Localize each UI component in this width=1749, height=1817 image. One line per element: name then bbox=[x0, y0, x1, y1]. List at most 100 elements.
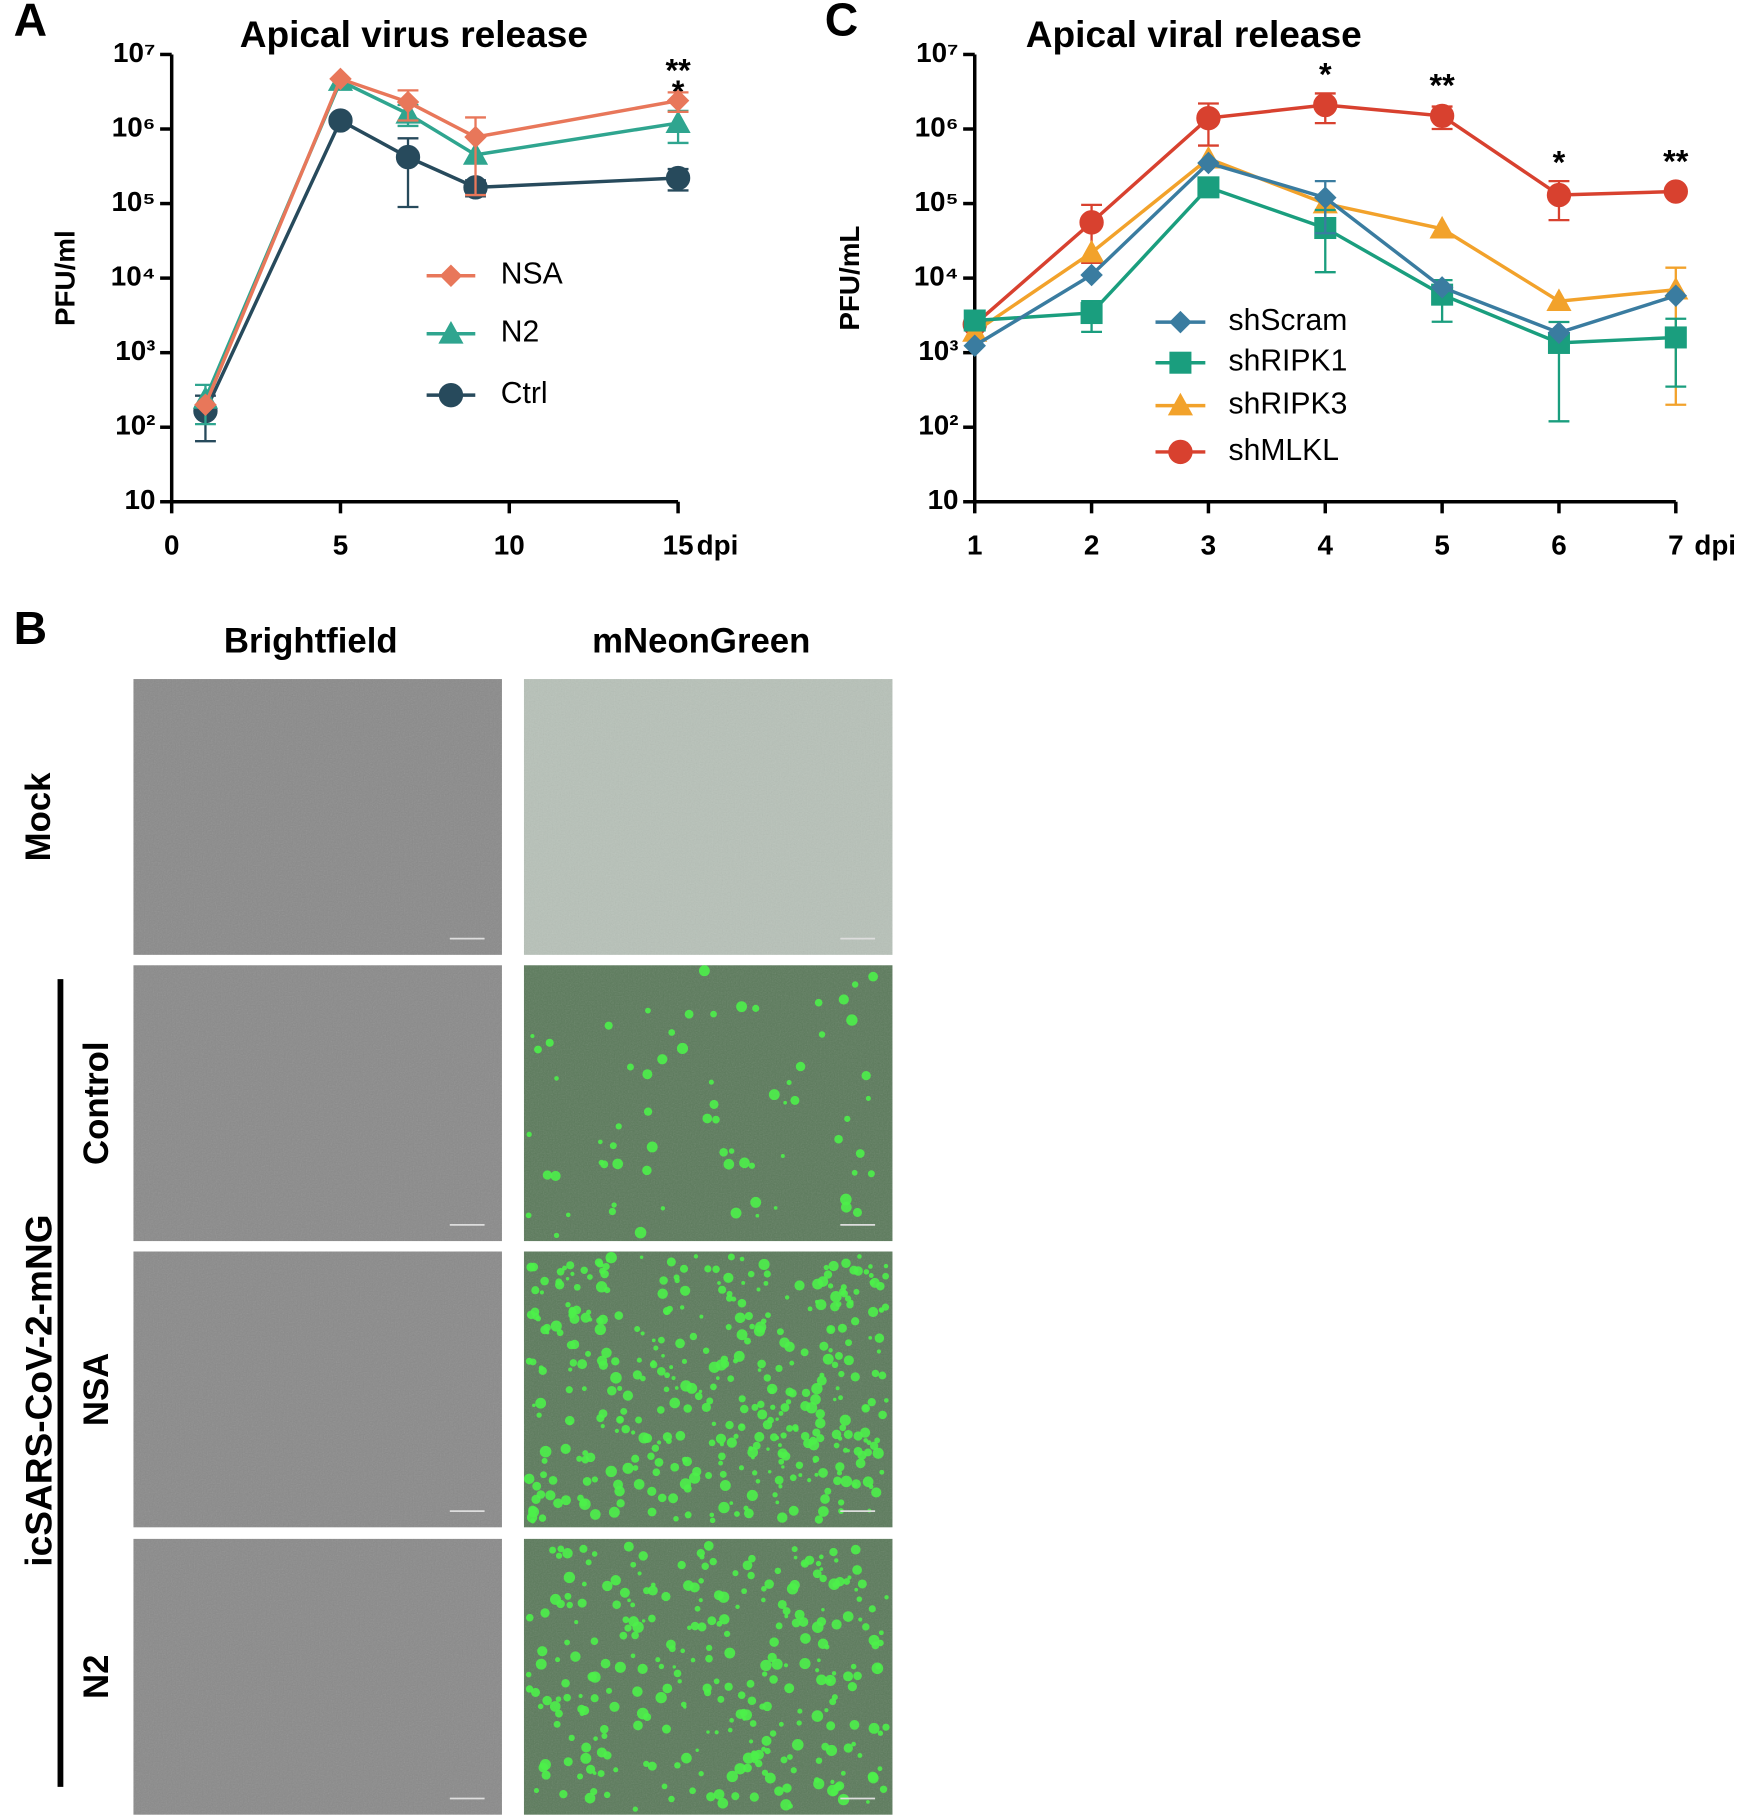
fluorescent-cell bbox=[698, 965, 710, 977]
fluorescent-cell bbox=[655, 1691, 667, 1704]
fluorescent-cell bbox=[758, 1258, 770, 1271]
marker bbox=[1079, 210, 1104, 235]
y-tick-label: 10² bbox=[115, 410, 155, 441]
fluorescent-cell bbox=[798, 1617, 809, 1627]
fluorescent-cell bbox=[861, 1070, 871, 1081]
fluorescent-cell bbox=[562, 1265, 567, 1271]
fluorescent-cell bbox=[787, 1754, 793, 1760]
marker bbox=[1197, 151, 1220, 175]
fluorescent-cell bbox=[715, 1433, 727, 1444]
fluorescent-cell bbox=[724, 1647, 736, 1659]
fluorescent-cell bbox=[525, 1212, 532, 1219]
fluorescent-cell bbox=[719, 1480, 731, 1491]
fluorescent-cell bbox=[590, 1788, 598, 1796]
fluorescent-cell bbox=[591, 1476, 599, 1483]
fluorescent-cell bbox=[574, 1620, 579, 1625]
image-texture bbox=[133, 965, 502, 1242]
fluorescent-cell bbox=[862, 1476, 874, 1488]
fluorescent-cell bbox=[761, 1671, 768, 1677]
fluorescent-cell bbox=[697, 1622, 707, 1632]
fluorescent-cell bbox=[814, 1777, 820, 1783]
fluorescent-cell bbox=[744, 1337, 751, 1345]
fluorescent-cell bbox=[761, 1735, 772, 1746]
fluorescent-cell bbox=[843, 1429, 853, 1439]
fluorescent-cell bbox=[565, 1212, 571, 1218]
fluorescent-cell bbox=[657, 1288, 668, 1299]
fluorescent-cell bbox=[840, 1770, 846, 1776]
fluorescent-cell bbox=[837, 1793, 850, 1806]
fluorescent-cell bbox=[851, 981, 859, 988]
marker bbox=[396, 90, 420, 114]
fluorescent-cell bbox=[536, 1490, 546, 1499]
fluorescent-cell bbox=[744, 1508, 754, 1519]
fluorescent-cell bbox=[622, 1616, 630, 1624]
fluorescent-cell bbox=[783, 1663, 789, 1668]
fluorescent-cell bbox=[668, 1795, 675, 1803]
fluorescent-cell bbox=[638, 1551, 648, 1561]
fluorescent-cell bbox=[577, 1598, 587, 1608]
fluorescent-cell bbox=[878, 1410, 887, 1420]
fluorescent-cell bbox=[780, 1154, 785, 1158]
fluorescent-cell bbox=[525, 1671, 532, 1678]
fluorescent-cell bbox=[661, 1724, 672, 1734]
y-tick-label: 10⁷ bbox=[916, 37, 958, 68]
fluorescent-cell bbox=[877, 1766, 883, 1772]
fluorescent-cell bbox=[764, 1772, 776, 1784]
series-line bbox=[203, 118, 679, 412]
fluorescent-cell bbox=[631, 1631, 639, 1640]
fluorescent-cell bbox=[694, 1392, 703, 1401]
fluorescent-cell bbox=[689, 1787, 696, 1795]
fluorescent-cell bbox=[849, 1720, 860, 1730]
fluorescent-cell bbox=[690, 1621, 700, 1631]
fluorescent-cell bbox=[695, 1748, 699, 1752]
fluorescent-cell bbox=[810, 1394, 821, 1405]
fluorescent-cell bbox=[690, 1657, 696, 1663]
fluorescent-cell bbox=[868, 1273, 874, 1278]
fluorescent-cell bbox=[660, 1206, 666, 1211]
fluorescent-cell bbox=[852, 1207, 862, 1217]
column-header: Brightfield bbox=[224, 622, 398, 660]
fluorescent-cell bbox=[543, 1323, 551, 1332]
fluorescent-cell bbox=[839, 1414, 851, 1426]
fluorescent-cell bbox=[839, 1424, 847, 1432]
fluorescent-cell bbox=[881, 1303, 890, 1311]
marker bbox=[194, 393, 217, 417]
fluorescent-cell bbox=[869, 1441, 879, 1451]
fluorescent-cell bbox=[736, 1329, 748, 1341]
fluorescent-cell bbox=[599, 1267, 606, 1275]
fluorescent-cell bbox=[716, 1620, 723, 1627]
fluorescent-cell bbox=[608, 1506, 620, 1518]
fluorescent-cell bbox=[768, 1387, 775, 1394]
fluorescent-cell bbox=[833, 1397, 837, 1402]
fluorescent-cell bbox=[784, 1295, 790, 1300]
fluorescent-cell bbox=[702, 1347, 710, 1354]
legend-marker bbox=[439, 264, 463, 288]
fluorescent-cell bbox=[681, 1358, 688, 1365]
fluorescent-cell bbox=[555, 1709, 563, 1718]
fluorescent-cell bbox=[860, 1427, 871, 1438]
fluorescent-cell bbox=[600, 1424, 605, 1429]
fluorescent-cell bbox=[642, 1069, 653, 1080]
fluorescent-cell bbox=[757, 1368, 762, 1372]
fluorescent-cell bbox=[752, 1470, 758, 1476]
fluorescent-cell bbox=[709, 1557, 717, 1566]
fluorescent-cell bbox=[818, 1467, 828, 1478]
x-tick-label: 0 bbox=[164, 529, 179, 560]
fluorescent-cell bbox=[653, 1345, 659, 1351]
fluorescent-cell bbox=[581, 1455, 590, 1464]
fluorescent-cell bbox=[834, 1351, 843, 1360]
fluorescent-cell bbox=[797, 1708, 803, 1714]
fluorescent-cell bbox=[633, 1478, 645, 1490]
fluorescent-cell bbox=[662, 1683, 673, 1694]
fluorescent-cell bbox=[680, 1285, 691, 1296]
fluorescent-cell bbox=[785, 1399, 792, 1405]
fluorescent-cell bbox=[539, 1445, 552, 1458]
fluorescent-cell bbox=[614, 1661, 626, 1673]
fluorescent-cell bbox=[748, 1446, 754, 1451]
fluorescent-cell bbox=[680, 1648, 686, 1654]
fluorescent-cell bbox=[800, 1633, 811, 1644]
fluorescent-cell bbox=[782, 1783, 792, 1793]
fluorescent-cell bbox=[851, 1169, 858, 1176]
fluorescent-cell bbox=[828, 1348, 833, 1353]
